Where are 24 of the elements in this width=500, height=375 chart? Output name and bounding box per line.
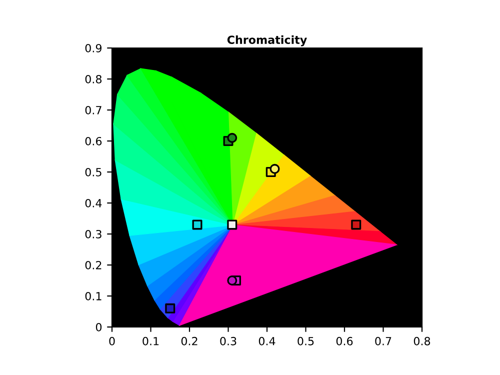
- y-tick-label: 0.2: [85, 260, 102, 270]
- y-tick-label: 0.1: [85, 292, 102, 300]
- point: [351, 220, 362, 230]
- y-tick-label: 0.9: [85, 44, 102, 52]
- x-tick-label: 0.4: [258, 336, 276, 346]
- x-tick-label: 0.6: [336, 336, 353, 346]
- x-tick-label: 0.5: [298, 336, 314, 346]
- chart-title: Chromaticity: [227, 35, 307, 46]
- y-tick-label: 0.4: [85, 198, 102, 208]
- x-tick-label: 0.7: [375, 336, 392, 346]
- x-tick-label: 0.8: [414, 336, 430, 346]
- y-tick-label: 0.8: [85, 74, 102, 84]
- y-tick-label: 0.3: [85, 230, 102, 238]
- y-tick-label: 0.6: [85, 136, 102, 146]
- point: [165, 303, 176, 314]
- x-tick-label: 0.2: [181, 336, 198, 346]
- x-tick-label: 0.3: [220, 336, 236, 346]
- y-tick-label: 0.7: [85, 106, 102, 114]
- x-tick-label: 0.1: [142, 336, 159, 346]
- point: [227, 220, 238, 230]
- y-tick-label: 0: [96, 322, 102, 332]
- x-tick-label: 0: [109, 336, 115, 346]
- point: [192, 220, 202, 230]
- y-tick-label: 0.5: [85, 168, 102, 176]
